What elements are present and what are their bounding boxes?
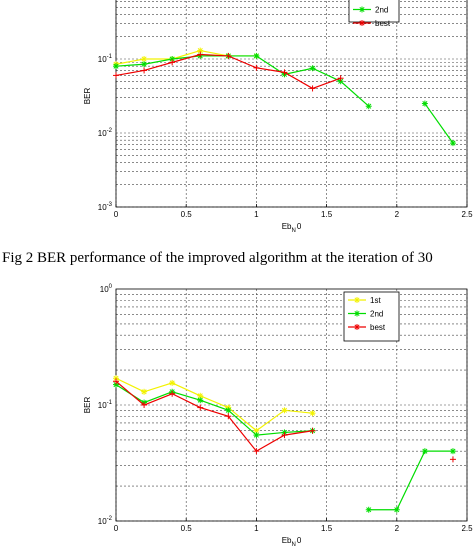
marker-1st-1 [141,388,148,395]
series-line-2nd [424,103,454,144]
series-line-2nd [115,55,370,107]
plot-area [116,0,467,207]
x-axis-label: EbN0 [282,222,302,234]
marker-best-5 [253,64,260,71]
legend-entry-2nd: 2nd [348,310,383,319]
legend-label: 1st [370,296,381,305]
marker-best-2 [169,390,176,397]
series-best [113,378,456,463]
marker-2nd-4 [225,407,232,414]
figure-caption: Fig 2 BER performance of the improved al… [2,250,433,266]
y-axis-label: BER [83,397,92,414]
x-tick-label: 0 [114,524,119,533]
marker-legend-best-0 [359,20,365,26]
marker-2nd-0 [113,63,119,70]
legend-entry-best: best [348,323,386,332]
marker-best-0 [113,378,119,385]
x-tick-label: 2.5 [461,524,473,533]
series-line-2nd [368,450,453,511]
y-axis-label: BER [83,88,92,105]
legend-label: 1st [375,0,386,1]
y-tick-label: 10-2 [98,516,113,526]
marker-1st-7 [309,410,316,417]
marker-best-6 [281,432,288,439]
marker-legend-2nd-0 [359,6,365,13]
marker-legend-1st-0 [354,297,360,303]
marker-2nd-2 [169,56,176,62]
series-line-1st [115,377,313,432]
x-tick-label: 1.5 [321,210,333,219]
x-tick-label: 1 [254,210,259,219]
legend-label: 2nd [375,6,388,15]
marker-best-9 [449,456,456,463]
x-tick-label: 0.5 [181,210,193,219]
marker-best-3 [197,51,204,58]
marker-best-6 [281,69,288,76]
x-tick-label: 2 [395,210,400,219]
marker-2nd-5 [253,52,260,59]
x-tick-label: 1 [254,524,259,533]
top-ber-chart: 0 0.5 1 1.5 2 2.5 10-1 10-2 10-3 BER EbN0 1st 2nd bes… [83,0,473,234]
y-tick-label: 10-3 [98,202,113,212]
marker-legend-best-0 [354,324,360,330]
marker-2nd-12 [449,140,456,147]
marker-1st-2 [169,379,176,386]
x-tick-label: 2.5 [461,210,473,219]
y-tick-label: 10-1 [98,54,113,64]
legend-entry-best: best [353,19,391,28]
legend-label: best [375,19,391,28]
grid [115,289,468,522]
x-axis-label: EbN0 [282,536,302,548]
legend: 1st 2nd best [348,0,400,28]
legend-label: 2nd [370,310,383,319]
marker-1st-6 [281,407,288,414]
marker-2nd-12 [449,448,456,455]
marker-1st-3 [197,47,204,54]
marker-best-1 [141,67,148,74]
marker-best-7 [309,85,316,92]
x-tick-label: 0.5 [181,524,193,533]
marker-best-8 [337,75,344,82]
marker-best-1 [141,402,148,408]
marker-2nd-9 [365,506,372,513]
legend-entry-1st: 1st [348,296,381,305]
marker-2nd-11 [421,448,428,455]
marker-2nd-1 [141,61,148,68]
axes-frame [115,288,468,522]
marker-2nd-9 [365,103,372,110]
marker-best-4 [225,413,232,420]
marker-best-2 [169,59,176,66]
marker-2nd-10 [393,506,400,513]
grid [115,0,468,208]
marker-best-4 [225,52,232,59]
series-line-best [115,380,313,452]
marker-1st-1 [141,56,148,62]
marker-best-7 [309,427,316,434]
x-tick-label: 1.5 [321,524,333,533]
series-1st [113,375,316,434]
y-tick-label: 100 [100,284,113,294]
marker-2nd-3 [197,397,204,404]
legend-entry-2nd: 2nd [353,6,388,15]
series-best [113,51,344,92]
marker-2nd-11 [421,100,428,107]
x-tick-label: 2 [395,524,400,533]
legend-entry-1st: 1st [375,0,386,1]
series-line-2nd [115,384,313,436]
marker-2nd-7 [309,65,316,72]
marker-best-0 [113,72,119,79]
y-tick-label: 10-1 [98,400,113,410]
axes-frame [115,0,468,208]
y-tick-label: 10-2 [98,128,113,138]
marker-best-5 [253,448,260,455]
marker-legend-2nd-0 [354,310,360,317]
legend-label: best [370,323,386,332]
legend: 1st 2nd best [343,291,400,342]
bottom-ber-chart: 0 0.5 1 1.5 2 2.5 100 10-1 10-2 BER EbN0 1st 2nd best [83,284,473,548]
marker-1st-0 [113,375,119,382]
x-tick-label: 0 [114,210,119,219]
marker-best-3 [197,404,204,411]
marker-2nd-5 [253,432,260,439]
